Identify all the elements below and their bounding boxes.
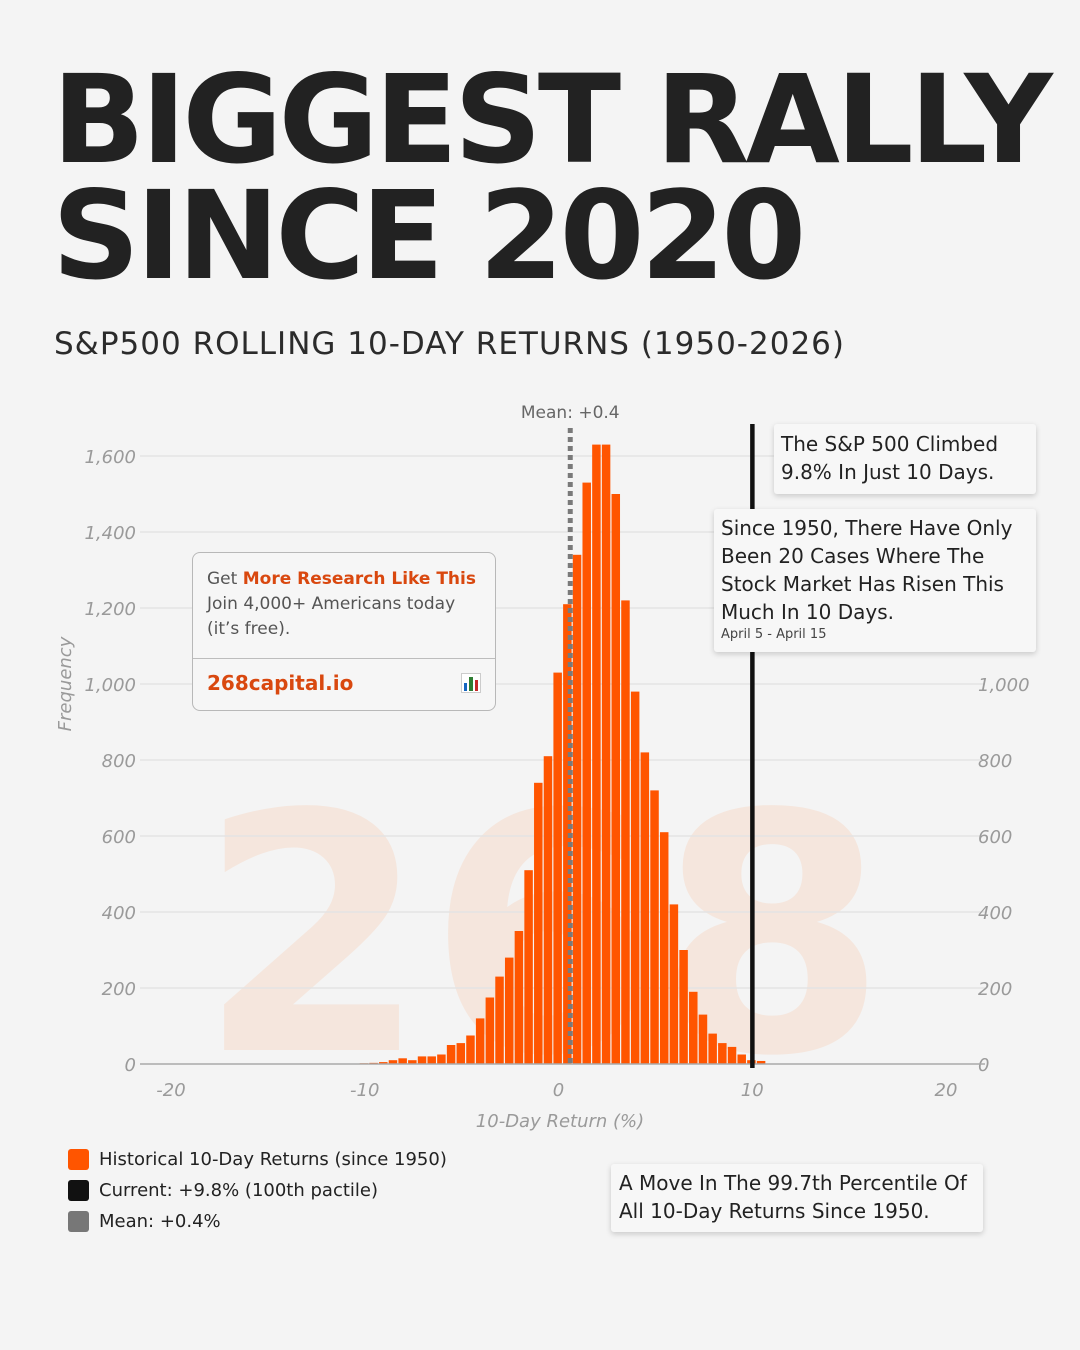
- histogram-bar: [563, 604, 572, 1064]
- histogram-bar: [504, 957, 514, 1064]
- promo-get: Get: [207, 569, 238, 589]
- histogram-bar: [601, 444, 611, 1065]
- x-tick-label: 0: [553, 1080, 564, 1101]
- legend-swatch-current: [68, 1180, 89, 1201]
- histogram-bar: [689, 991, 698, 1064]
- legend-item-current: Current: +9.8% (100th pactile): [68, 1175, 447, 1206]
- legend-label-historical: Historical 10-Day Returns (since 1950): [99, 1149, 447, 1170]
- y-tick-label-right: 200: [978, 979, 1012, 1000]
- legend-item-mean: Mean: +0.4%: [68, 1206, 447, 1237]
- y-tick-label-left: 1,200: [84, 599, 136, 620]
- chart-subtitle: S&P500 ROLLING 10-DAY RETURNS (1950-2026…: [54, 326, 845, 362]
- x-tick-label: -10: [350, 1080, 379, 1101]
- histogram-bar: [495, 976, 504, 1064]
- histogram-bar: [466, 1035, 475, 1064]
- x-axis: -20 -10 0 10 20: [156, 1080, 957, 1101]
- histogram-bar: [640, 752, 650, 1064]
- bar-chart-icon: [461, 673, 481, 693]
- y-tick-label-left: 1,000: [84, 675, 136, 696]
- histogram-bar: [650, 790, 659, 1064]
- y-tick-label-left: 800: [102, 751, 136, 772]
- callout-percentile: A Move In The 99.7th Percentile Of All 1…: [611, 1164, 983, 1232]
- histogram-bar: [427, 1056, 436, 1064]
- histogram-bar: [718, 1043, 727, 1064]
- callout-climbed: The S&P 500 Climbed 9.8% In Just 10 Days…: [774, 424, 1036, 494]
- y-tick-label-right: 1,000: [978, 675, 1030, 696]
- title-line-1: BIGGEST RALLY: [52, 49, 1053, 191]
- histogram-bar: [446, 1045, 456, 1064]
- y-tick-label-left: 600: [102, 827, 136, 848]
- promo-card[interactable]: Get More Research Like This Join 4,000+ …: [192, 552, 496, 711]
- histogram-bar: [630, 691, 640, 1064]
- title-line-2: SINCE 2020: [52, 165, 806, 307]
- x-axis-label: 10-Day Return (%): [476, 1111, 644, 1132]
- legend: Historical 10-Day Returns (since 1950) C…: [68, 1144, 447, 1237]
- x-tick-label: -20: [156, 1080, 185, 1101]
- histogram-bar: [379, 1062, 388, 1064]
- histogram-bar: [485, 997, 495, 1064]
- histogram-bar: [437, 1054, 446, 1064]
- promo-divider: [193, 658, 495, 659]
- histogram-bar: [417, 1056, 427, 1064]
- histogram-bar: [737, 1054, 746, 1064]
- y-tick-label-left: 1,600: [84, 447, 136, 468]
- y-axis-right: 0 200 400 600 800 1,000: [978, 675, 1030, 1076]
- mean-label: Mean: +0.4: [521, 403, 620, 423]
- histogram-bar: [679, 950, 688, 1064]
- promo-text: Get More Research Like This Join 4,000+ …: [193, 553, 495, 644]
- y-tick-label-left: 1,400: [84, 523, 136, 544]
- histogram-bar: [514, 931, 524, 1064]
- y-tick-label-left: 0: [125, 1055, 136, 1076]
- callout-cases-date: April 5 - April 15: [721, 627, 827, 642]
- legend-swatch-mean: [68, 1211, 89, 1232]
- histogram-bar: [534, 782, 543, 1064]
- legend-item-historical: Historical 10-Day Returns (since 1950): [68, 1144, 447, 1175]
- x-tick-label: 20: [935, 1080, 958, 1101]
- histogram-bar: [708, 1033, 717, 1064]
- histogram-bar: [727, 1046, 737, 1064]
- histogram-bar: [611, 494, 621, 1064]
- promo-body: Join 4,000+ Americans today (it’s free).: [207, 594, 456, 639]
- histogram-bar: [543, 756, 553, 1064]
- y-tick-label-right: 600: [978, 827, 1012, 848]
- histogram-bar: [524, 870, 533, 1064]
- page-title: BIGGEST RALLY SINCE 2020: [52, 59, 1053, 297]
- promo-link[interactable]: 268capital.io: [207, 671, 354, 695]
- histogram-bar: [698, 1014, 708, 1064]
- histogram-bar: [582, 482, 591, 1065]
- histogram-bar: [621, 600, 630, 1064]
- histogram-bar: [572, 554, 582, 1064]
- callout-cases: Since 1950, There Have Only Been 20 Case…: [714, 509, 1036, 652]
- callout-cases-text: Since 1950, There Have Only Been 20 Case…: [721, 516, 1013, 624]
- legend-swatch-historical: [68, 1149, 89, 1170]
- histogram-bar: [669, 904, 679, 1064]
- histogram-bar: [388, 1060, 398, 1064]
- y-tick-label-left: 400: [102, 903, 136, 924]
- legend-label-mean: Mean: +0.4%: [99, 1211, 221, 1232]
- y-axis-left: 0 200 400 600 800 1,000 1,200 1,400 1,600: [84, 447, 136, 1076]
- x-tick-label: 10: [741, 1080, 764, 1101]
- histogram-bar: [553, 672, 562, 1064]
- promo-highlight: More Research Like This: [242, 569, 476, 589]
- histogram-bar: [659, 832, 669, 1064]
- y-tick-label-right: 400: [978, 903, 1012, 924]
- y-tick-label-left: 200: [102, 979, 136, 1000]
- histogram-bar: [592, 444, 601, 1065]
- histogram-bar: [756, 1060, 766, 1064]
- y-tick-label-right: 0: [978, 1055, 989, 1076]
- legend-label-current: Current: +9.8% (100th pactile): [99, 1180, 378, 1201]
- histogram-bar: [408, 1060, 417, 1064]
- histogram-bar: [475, 1018, 485, 1064]
- y-tick-label-right: 800: [978, 751, 1012, 772]
- promo-footer: 268capital.io: [193, 659, 495, 707]
- histogram-bar: [398, 1058, 407, 1064]
- histogram-bar: [456, 1043, 466, 1064]
- y-axis-label: Frequency: [55, 636, 76, 731]
- bar-series: [359, 444, 766, 1065]
